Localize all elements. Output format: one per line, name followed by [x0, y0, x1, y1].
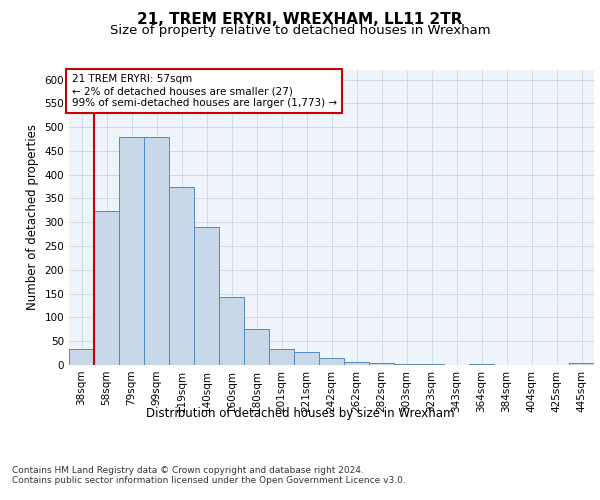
Bar: [269, 350, 294, 365]
Y-axis label: Number of detached properties: Number of detached properties: [26, 124, 39, 310]
Bar: [244, 330, 269, 365]
Bar: [369, 362, 394, 365]
Text: 21 TREM ERYRI: 57sqm
← 2% of detached houses are smaller (27)
99% of semi-detach: 21 TREM ERYRI: 57sqm ← 2% of detached ho…: [71, 74, 337, 108]
Bar: [94, 212, 119, 365]
Bar: [169, 186, 194, 365]
Bar: [144, 136, 169, 365]
Bar: [294, 352, 319, 365]
Bar: [194, 227, 219, 365]
Text: 21, TREM ERYRI, WREXHAM, LL11 2TR: 21, TREM ERYRI, WREXHAM, LL11 2TR: [137, 12, 463, 28]
Text: Contains HM Land Registry data © Crown copyright and database right 2024.: Contains HM Land Registry data © Crown c…: [12, 466, 364, 475]
Bar: [344, 362, 369, 365]
Text: Size of property relative to detached houses in Wrexham: Size of property relative to detached ho…: [110, 24, 490, 37]
Bar: [394, 364, 419, 365]
Bar: [219, 297, 244, 365]
Bar: [419, 364, 444, 365]
Text: Distribution of detached houses by size in Wrexham: Distribution of detached houses by size …: [146, 408, 454, 420]
Bar: [469, 364, 494, 365]
Bar: [69, 350, 94, 365]
Text: Contains public sector information licensed under the Open Government Licence v3: Contains public sector information licen…: [12, 476, 406, 485]
Bar: [319, 358, 344, 365]
Bar: [119, 136, 144, 365]
Bar: [569, 362, 594, 365]
